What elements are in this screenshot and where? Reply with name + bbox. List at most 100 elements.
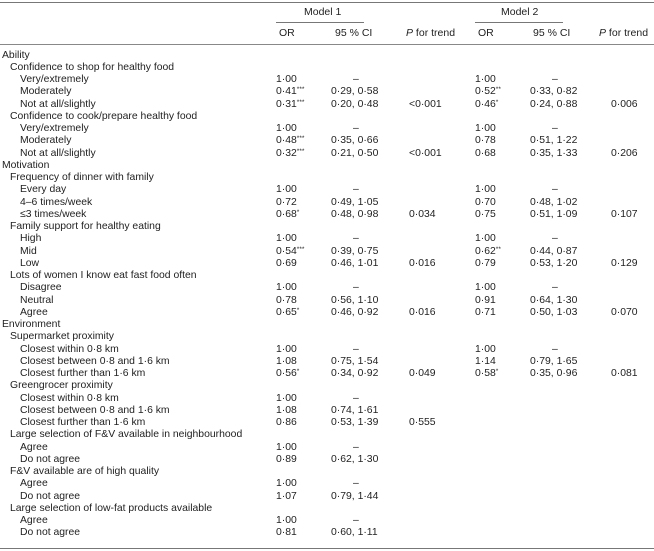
model1-ci: 0·21, 0·50: [331, 148, 378, 160]
table-row: Confidence to shop for healthy food: [0, 62, 654, 74]
section-heading: Ability: [2, 49, 30, 61]
model2-ci: –: [530, 282, 558, 294]
model1-or: 0·68*: [276, 209, 299, 221]
model1-or-value: 0·32: [276, 147, 297, 159]
table-row: F&V available are of high quality: [0, 466, 654, 478]
table-row: Every day 1·00 – 1·00 –: [0, 184, 654, 196]
model1-or-value: 0·54: [276, 245, 297, 257]
table-row: High 1·00 – 1·00 –: [0, 233, 654, 245]
model2-or: 1·00: [475, 233, 496, 245]
significance-marker: ***: [296, 245, 305, 253]
model1-or-value: 0·69: [276, 257, 297, 269]
model1-or: 1·08: [276, 405, 297, 417]
model1-ci-value: 0·39, 0·75: [331, 245, 379, 257]
model2-or-value: 1·14: [475, 355, 496, 367]
table-row: Motivation: [0, 160, 654, 172]
model1-or-value: 1·08: [276, 404, 297, 416]
table-row: Closest between 0·8 and 1·6 km 1·08 0·75, …: [0, 356, 654, 368]
model1-ci-value: –: [353, 184, 359, 196]
significance-marker: ***: [296, 86, 305, 94]
model2-ci-value: –: [552, 74, 558, 85]
table-row: Not at all/slightly 0·31*** 0·20, 0·48 <0·0…: [0, 99, 654, 111]
model1-ci-value: 0·35, 0·66: [331, 135, 379, 147]
model1-p-trend: 0·016: [409, 307, 436, 319]
model2-ci-value: 0·35, 1·33: [530, 147, 578, 159]
category-label: Mid: [20, 245, 37, 257]
variable-heading: Large selection of low-fat products avai…: [10, 502, 213, 514]
table-row: Lots of women I know eat fast food often: [0, 270, 654, 282]
model1-or: 1·00: [276, 478, 297, 490]
category-label: Not at all/slightly: [20, 98, 96, 110]
model1-p-trend-value: <0·001: [409, 147, 442, 159]
model1-or: 0·54***: [276, 246, 304, 258]
model2-ci: 0·35, 0·96: [530, 368, 577, 380]
model2-ci-value: –: [552, 233, 558, 245]
significance-marker: ***: [296, 147, 305, 155]
model2-ci: 0·48, 1·02: [530, 197, 577, 209]
category-label: Closest within 0·8 km: [20, 392, 119, 404]
significance-marker: **: [495, 245, 501, 253]
category-label: Closest further than 1·6 km: [20, 368, 146, 379]
table-row: 4–6 times/week 0·72 0·49, 1·05 0·70 0·48, 1·…: [0, 197, 654, 209]
significance-marker: ***: [296, 135, 305, 143]
model1-or: 1·00: [276, 515, 297, 527]
model1-or: 1·00: [276, 282, 297, 294]
model1-or: 1·00: [276, 123, 297, 135]
model1-or-value: 0·68: [276, 208, 297, 220]
table-row: Ability: [0, 50, 654, 62]
model2-ci: 0·24, 0·88: [530, 99, 577, 111]
model2-ci-value: –: [552, 343, 558, 355]
model1-ci-value: –: [353, 392, 359, 404]
model2-p-trend: 0·206: [611, 148, 638, 160]
significance-marker: *: [296, 306, 300, 314]
variable-heading: Large selection of F&V available in neig…: [10, 429, 243, 441]
model1-or: 0·31***: [276, 99, 304, 111]
table-row: Large selection of low-fat products avai…: [0, 503, 654, 515]
table-row: Environment: [0, 319, 654, 331]
model1-p-trend: 0·016: [409, 258, 436, 270]
category-label: Moderately: [20, 86, 72, 98]
model1-ci: –: [331, 515, 359, 527]
model1-or-value: 1·07: [276, 490, 297, 502]
table-row: Closest further than 1·6 km 0·86 0·53, 1·3…: [0, 417, 654, 429]
significance-marker: *: [296, 208, 300, 216]
significance-marker: *: [495, 368, 499, 375]
category-label: Not at all/slightly: [20, 147, 96, 159]
model2-ci-value: –: [552, 123, 558, 134]
model1-ci-value: 0·79, 1·44: [331, 490, 379, 502]
significance-marker: *: [296, 368, 300, 375]
variable-heading: Greengrocer proximity: [10, 380, 113, 392]
model2-ci-value: 0·50, 1·03: [530, 306, 578, 318]
model1-underline: [276, 22, 364, 23]
category-label: Closest between 0·8 and 1·6 km: [20, 404, 170, 416]
model2-p-trend: 0·081: [611, 368, 638, 380]
model1-ci-value: –: [353, 233, 359, 245]
table-row: Do not agree 0·89 0·62, 1·30: [0, 454, 654, 466]
model2-ci-value: 0·51, 1·09: [530, 208, 578, 220]
model2-or-value: 1·00: [475, 343, 496, 355]
model2-or: 0·68: [475, 148, 496, 160]
model1-ci-value: –: [353, 74, 359, 85]
model1-ci: 0·34, 0·92: [331, 368, 378, 380]
model2-ci: 0·79, 1·65: [530, 356, 577, 368]
model2-or: 0·52**: [475, 86, 501, 98]
model2-ci: 0·51, 1·22: [530, 135, 577, 147]
model2-p-trend-value: 0·070: [611, 306, 638, 318]
model1-ci: 0·79, 1·44: [331, 491, 378, 503]
model1-p-trend-value: 0·016: [409, 257, 436, 269]
table-row: Confidence to cook/prepare healthy food: [0, 111, 654, 123]
table-row: Do not agree 0·81 0·60, 1·11: [0, 527, 654, 539]
model2-header: Model 2: [501, 6, 539, 18]
model2-p-trend-value: 0·206: [611, 147, 638, 159]
model1-or-value: 1·00: [276, 392, 297, 404]
model1-ci: –: [331, 123, 359, 135]
model1-ci-value: –: [353, 441, 359, 453]
variable-heading: Frequency of dinner with family: [10, 172, 154, 183]
model1-or: 0·65*: [276, 307, 299, 319]
model1-ci: 0·60, 1·11: [331, 527, 378, 539]
model2-or-value: 0·70: [475, 196, 496, 208]
model2-ci-value: 0·24, 0·88: [530, 98, 578, 110]
model1-ci: –: [331, 393, 359, 405]
model1-or-value: 1·08: [276, 355, 297, 367]
model1-ci-value: 0·53, 1·39: [331, 417, 379, 428]
